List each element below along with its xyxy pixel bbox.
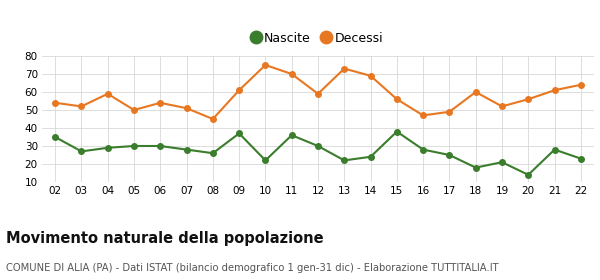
Nascite bbox=[551, 148, 558, 151]
Decessi bbox=[52, 101, 59, 104]
Decessi bbox=[551, 88, 558, 92]
Nascite bbox=[499, 160, 506, 164]
Decessi bbox=[130, 108, 137, 112]
Decessi bbox=[104, 92, 112, 95]
Nascite bbox=[446, 153, 453, 157]
Decessi bbox=[524, 97, 532, 101]
Line: Decessi: Decessi bbox=[52, 62, 584, 122]
Decessi bbox=[393, 97, 400, 101]
Nascite bbox=[577, 157, 584, 160]
Decessi bbox=[262, 63, 269, 67]
Decessi bbox=[209, 117, 217, 121]
Decessi bbox=[78, 105, 85, 108]
Decessi bbox=[183, 106, 190, 110]
Nascite bbox=[262, 159, 269, 162]
Decessi bbox=[341, 67, 348, 70]
Decessi bbox=[314, 92, 322, 95]
Nascite bbox=[419, 148, 427, 151]
Legend: Nascite, Decessi: Nascite, Decessi bbox=[248, 27, 388, 50]
Line: Nascite: Nascite bbox=[52, 129, 584, 178]
Decessi bbox=[577, 83, 584, 87]
Decessi bbox=[236, 88, 243, 92]
Nascite bbox=[236, 132, 243, 135]
Nascite bbox=[52, 135, 59, 139]
Nascite bbox=[157, 144, 164, 148]
Nascite bbox=[209, 151, 217, 155]
Nascite bbox=[524, 173, 532, 176]
Nascite bbox=[78, 150, 85, 153]
Decessi bbox=[472, 90, 479, 94]
Decessi bbox=[446, 110, 453, 113]
Decessi bbox=[419, 114, 427, 117]
Nascite bbox=[288, 134, 295, 137]
Nascite bbox=[367, 155, 374, 158]
Nascite bbox=[183, 148, 190, 151]
Text: COMUNE DI ALIA (PA) - Dati ISTAT (bilancio demografico 1 gen-31 dic) - Elaborazi: COMUNE DI ALIA (PA) - Dati ISTAT (bilanc… bbox=[6, 263, 499, 273]
Nascite bbox=[104, 146, 112, 150]
Nascite bbox=[130, 144, 137, 148]
Decessi bbox=[288, 72, 295, 76]
Decessi bbox=[499, 105, 506, 108]
Decessi bbox=[157, 101, 164, 104]
Text: Movimento naturale della popolazione: Movimento naturale della popolazione bbox=[6, 231, 323, 246]
Nascite bbox=[393, 130, 400, 133]
Nascite bbox=[341, 159, 348, 162]
Nascite bbox=[472, 166, 479, 169]
Decessi bbox=[367, 74, 374, 78]
Nascite bbox=[314, 144, 322, 148]
